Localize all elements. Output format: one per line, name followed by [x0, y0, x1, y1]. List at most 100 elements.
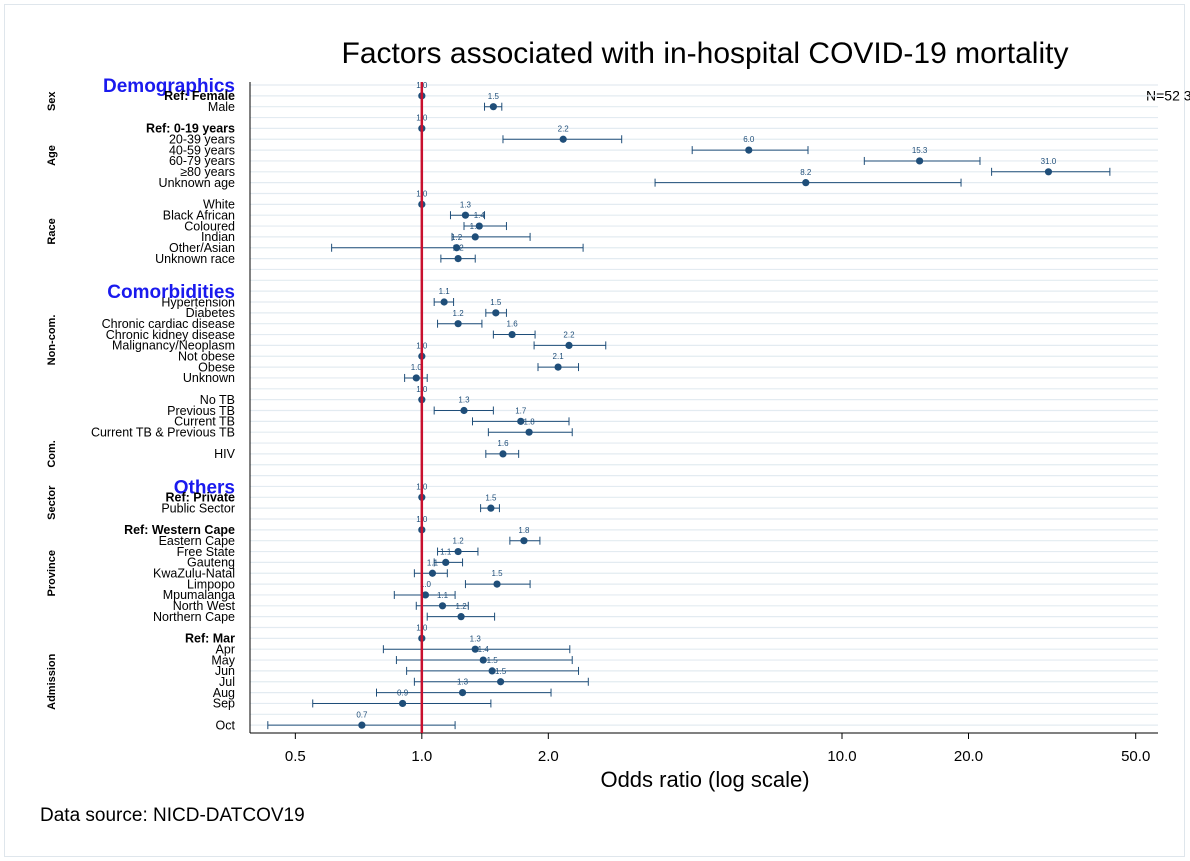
row-label: Black African — [163, 208, 235, 222]
value-label: 1.3 — [470, 222, 482, 231]
row-label: Free State — [177, 545, 235, 559]
point-estimate — [487, 504, 495, 512]
point-estimate — [358, 721, 366, 729]
row-label: Northern Cape — [153, 610, 235, 624]
point-estimate — [440, 298, 448, 306]
value-label: 1.5 — [488, 92, 500, 101]
point-estimate — [428, 569, 437, 577]
point-estimate — [559, 135, 567, 143]
point-estimate — [554, 363, 562, 371]
row-label: Other/Asian — [169, 241, 235, 255]
x-tick-label: 2.0 — [538, 748, 559, 765]
row-label: Sep — [213, 697, 235, 711]
row-label: ≥80 years — [180, 165, 235, 179]
value-label: 1.1 — [440, 548, 452, 557]
row-label: Diabetes — [186, 306, 235, 320]
point-estimate — [1044, 168, 1053, 176]
x-tick-label: 0.5 — [285, 748, 306, 765]
row-label: Not obese — [178, 350, 235, 364]
x-tick-label: 20.0 — [954, 748, 983, 765]
row-label: Limpopo — [187, 577, 235, 591]
point-estimate — [916, 157, 924, 165]
row-label: Ref: Western Cape — [124, 523, 235, 537]
value-label: 1.2 — [456, 602, 468, 611]
point-estimate — [520, 537, 528, 545]
source-note: Data source: NICD-DATCOV19 — [40, 805, 305, 826]
group-label: Province — [46, 550, 58, 596]
point-estimate — [442, 558, 450, 567]
row-label: Chronic cardiac disease — [102, 317, 235, 331]
row-label: Previous TB — [167, 404, 235, 418]
row-label: Jun — [215, 664, 235, 678]
row-label: Aug — [213, 686, 235, 700]
point-estimate — [458, 689, 467, 697]
point-estimate — [471, 233, 479, 241]
row-label: Hypertension — [161, 295, 235, 309]
row-label: HIV — [214, 447, 236, 461]
value-label: 1.7 — [515, 406, 527, 415]
value-label: 0.7 — [356, 710, 368, 719]
point-estimate — [471, 645, 479, 653]
x-tick-label: 50.0 — [1121, 748, 1150, 765]
group-label: Race — [46, 218, 58, 244]
row-label: Gauteng — [187, 556, 235, 570]
value-label: 1.2 — [453, 309, 465, 318]
chart-title: Factors associated with in-hospital COVI… — [342, 37, 1069, 70]
value-label: 1.5 — [487, 656, 499, 665]
point-estimate — [488, 667, 496, 675]
point-estimate — [454, 320, 462, 328]
row-label: Malignancy/Neoplasm — [112, 339, 235, 353]
x-tick-label: 10.0 — [827, 748, 856, 765]
row-label: KwaZulu-Natal — [153, 567, 235, 581]
row-label: White — [203, 198, 235, 212]
group-label: Non-com. — [46, 315, 58, 366]
point-estimate — [499, 450, 507, 458]
value-label: 1.2 — [453, 244, 465, 253]
point-estimate — [475, 222, 483, 230]
value-label: 1.3 — [457, 678, 469, 687]
row-label: 60-79 years — [169, 154, 235, 168]
point-estimate — [454, 255, 462, 263]
value-label: 2.2 — [558, 124, 570, 133]
row-label: Unknown — [183, 371, 235, 385]
value-label: 1.2 — [453, 537, 465, 546]
value-label: 1.3 — [458, 396, 470, 405]
group-label: Sex — [46, 91, 58, 111]
row-label: Coloured — [184, 219, 235, 233]
value-label: 1.0 — [420, 580, 432, 589]
value-label: 1.3 — [460, 200, 472, 209]
point-estimate — [517, 417, 525, 425]
row-label: Ref: 0-19 years — [146, 122, 235, 136]
value-label: 1.3 — [470, 634, 482, 643]
row-label: Jul — [219, 675, 235, 689]
value-label: 1.6 — [507, 320, 519, 329]
point-estimate — [489, 103, 497, 111]
value-label: 6.0 — [743, 135, 755, 144]
row-label: Male — [208, 100, 235, 114]
point-estimate — [525, 428, 533, 436]
group-label: Com. — [46, 440, 58, 468]
section-title: Demographics — [103, 76, 235, 97]
point-estimate — [508, 330, 516, 339]
section-title: Others — [174, 477, 235, 498]
value-label: 1.1 — [427, 558, 439, 567]
point-estimate — [565, 341, 573, 349]
value-label: 1.0 — [411, 363, 423, 372]
row-label: Oct — [216, 718, 236, 732]
value-label: 1.6 — [497, 439, 509, 448]
x-tick-label: 1.0 — [411, 748, 432, 765]
value-label: 1.5 — [485, 493, 497, 502]
group-label: Age — [46, 145, 58, 166]
point-estimate — [492, 309, 500, 317]
annotation: N=52 3 — [1146, 88, 1190, 104]
value-label: 2.1 — [553, 352, 565, 361]
point-estimate — [745, 146, 753, 154]
row-label: Unknown race — [155, 252, 235, 266]
value-label: 1.8 — [524, 417, 536, 426]
value-label: 8.2 — [800, 168, 812, 177]
group-label: Sector — [46, 485, 58, 520]
point-estimate — [453, 244, 461, 252]
point-estimate — [461, 211, 470, 219]
